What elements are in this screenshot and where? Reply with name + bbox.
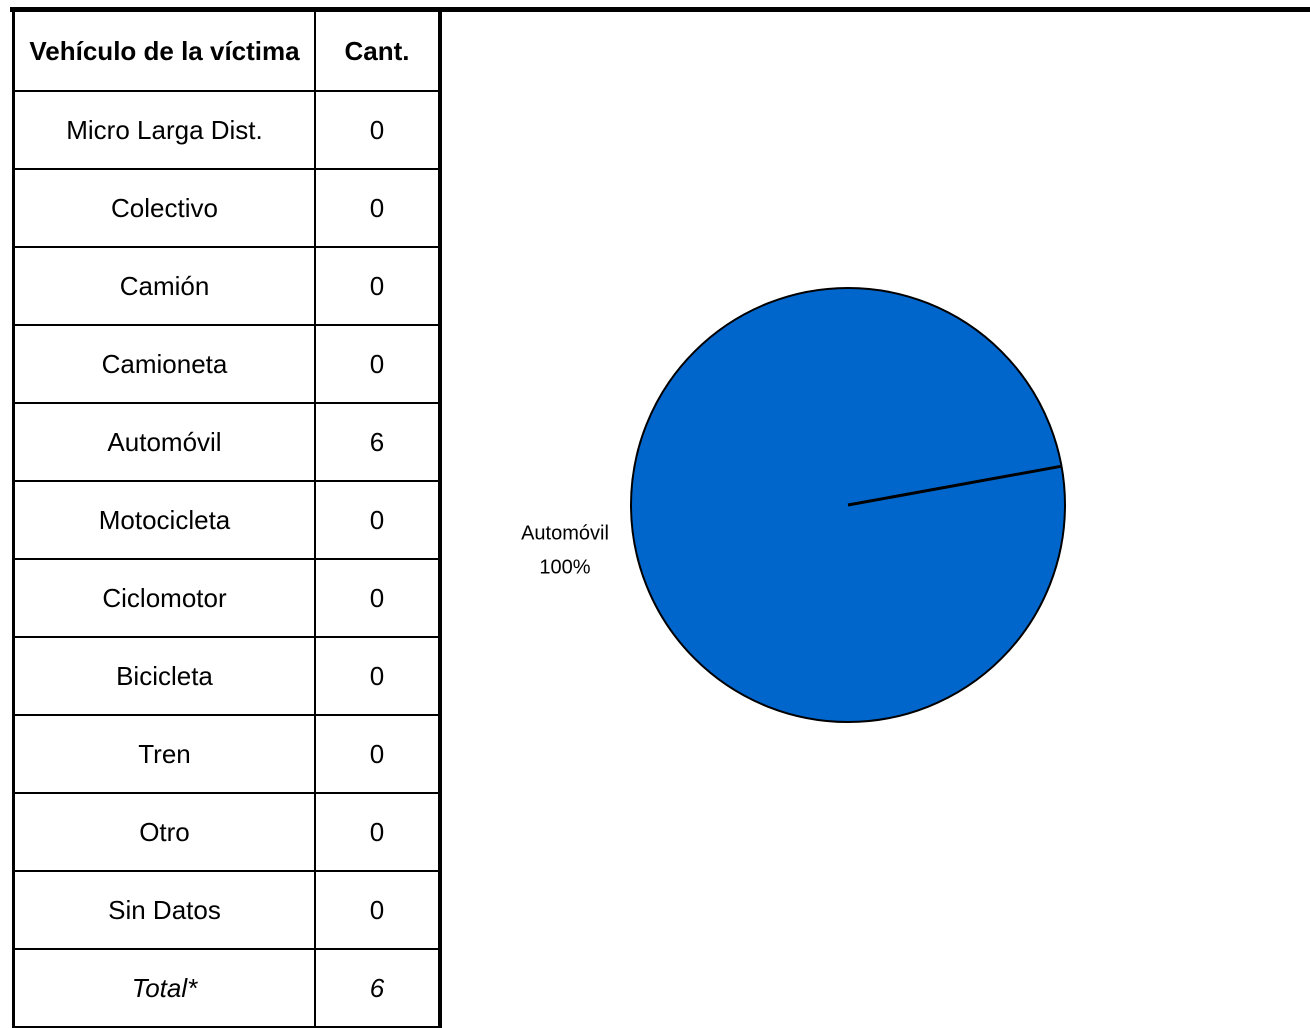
table-cell: 0 xyxy=(369,270,385,301)
table-row: Ciclomotor 0 xyxy=(15,560,438,638)
table-cell: 0 xyxy=(369,504,385,535)
table-cell: Automóvil xyxy=(15,404,316,480)
table-cell: 0 xyxy=(369,894,385,925)
header-cell: Vehículo de la víctima xyxy=(15,12,316,90)
table-row: Otro 0 xyxy=(15,794,438,872)
table-cell: 0 xyxy=(369,114,385,145)
table-cell: 0 xyxy=(369,582,385,613)
table-row: Motocicleta 0 xyxy=(15,482,438,560)
table-cell: 0 xyxy=(369,192,385,223)
table-cell: 0 xyxy=(369,738,385,769)
table-row: Automóvil 6 xyxy=(15,404,438,482)
slice-edge xyxy=(847,464,1062,507)
header-cell: Cant. xyxy=(344,36,410,66)
table-row: Colectivo 0 xyxy=(15,170,438,248)
table-cell: 0 xyxy=(369,816,385,847)
header-row: Vehículo de la víctima Cant. xyxy=(15,12,438,92)
table-cell: Camioneta xyxy=(15,326,316,402)
table-row: Tren 0 xyxy=(15,716,438,794)
table-cell: 6 xyxy=(369,426,385,457)
table-row: Micro Larga Dist. 0 xyxy=(15,92,438,170)
table-cell: Bicicleta xyxy=(15,638,316,714)
table-cell: 6 xyxy=(369,972,385,1003)
table: Vehículo de la víctima Cant. Micro Larga D… xyxy=(12,12,442,1028)
table-cell: Camión xyxy=(15,248,316,324)
table-cell: Tren xyxy=(15,716,316,792)
table-cell: Total* xyxy=(15,950,316,1026)
table-cell: Micro Larga Dist. xyxy=(15,92,316,168)
table-cell: 0 xyxy=(369,348,385,379)
table-row: Camioneta 0 xyxy=(15,326,438,404)
table-cell: 0 xyxy=(369,660,385,691)
table-row: Bicicleta 0 xyxy=(15,638,438,716)
table-row: Camión 0 xyxy=(15,248,438,326)
table-row: Sin Datos 0 xyxy=(15,872,438,950)
table-cell: Motocicleta xyxy=(15,482,316,558)
table-cell: Sin Datos xyxy=(15,872,316,948)
top-border xyxy=(10,7,1310,12)
slice-value-label: 100% xyxy=(539,556,590,578)
slice-label: Automóvil xyxy=(521,522,609,544)
table-cell: Ciclomotor xyxy=(15,560,316,636)
table-cell: Colectivo xyxy=(15,170,316,246)
table-cell: Otro xyxy=(15,794,316,870)
